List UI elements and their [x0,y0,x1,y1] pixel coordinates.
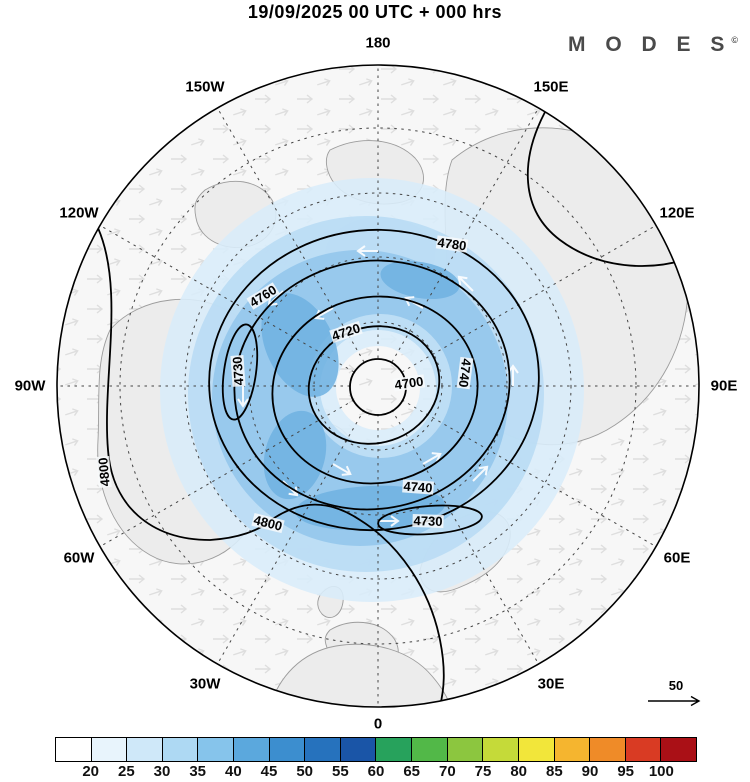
contour-4730-south [377,504,483,536]
colorbar-tick-75: 75 [474,763,492,780]
contour-label-4740-8: 4740 [402,478,434,496]
colorbar-tick-85: 85 [545,763,563,780]
longitude-label-60E: 60E [663,549,691,567]
longitude-label-30W: 30W [189,675,221,693]
longitude-label-150E: 150E [533,78,569,96]
contour-label-4740-4: 4740 [455,356,475,390]
contour-4780 [208,228,540,532]
contour-label-4780-0: 4780 [435,234,469,254]
colorbar-tick-40: 40 [224,763,242,780]
longitude-label-0: 0 [373,715,383,733]
colorbar-tick-60: 60 [367,763,385,780]
modes-logo-text: M O D E S [568,33,732,56]
contour-4730-west [221,323,259,421]
wind-reference-arrow-icon [648,695,701,707]
colorbar-cell-16 [625,738,662,761]
longitude-label-60W: 60W [63,549,95,567]
chart-title: 19/09/2025 00 UTC + 000 hrs [247,2,503,22]
longitude-label-30E: 30E [537,675,565,693]
wind-reference-value: 50 [668,678,684,693]
colorbar-tick-70: 70 [438,763,456,780]
colorbar-tick-45: 45 [260,763,278,780]
colorbar-tick-55: 55 [331,763,349,780]
colorbar-cell-0 [56,738,92,761]
colorbar-tick-20: 20 [82,763,99,780]
colorbar-tick-30: 30 [153,763,171,780]
colorbar-cell-3 [162,738,199,761]
colorbar-tick-50: 50 [296,763,313,780]
colorbar-cell-8 [340,738,377,761]
wind-speed-shading [160,178,584,602]
colorbar-tick-90: 90 [581,763,599,780]
colorbar-tick-25: 25 [117,763,135,780]
contour-label-4730-5: 4730 [229,355,247,387]
graticule [58,66,698,706]
contour-4760 [233,259,511,511]
colorbar-cell-6 [269,738,306,761]
colorbar-cell-12 [483,738,519,761]
colorbar-tick-100: 100 [648,763,674,780]
colorbar-tick-35: 35 [189,763,206,780]
colorbar-cell-11 [447,738,484,761]
colorbar-ticks: 20 25 30 35 40 45 50 55 60 65 70 75 80 85 90 95 100 [55,763,697,781]
colorbar-cell-10 [412,738,448,761]
contour-label-4800-6: 4800 [95,456,113,488]
colorbar-cell-4 [198,738,235,761]
colorbar-cell-7 [305,738,341,761]
longitude-label-90W: 90W [14,377,46,395]
longitude-label-180: 180 [365,34,391,52]
coast-africa [267,643,453,707]
colorbar-cell-15 [590,738,626,761]
colorbar-cell-9 [376,738,413,761]
colorbar-cell-17 [661,738,696,761]
colorbar-tick-80: 80 [510,763,527,780]
contour-label-4730-9: 4730 [412,512,444,530]
colorbar-tick-95: 95 [617,763,634,780]
colorbar-cell-13 [518,738,555,761]
colorbar-tick-65: 65 [403,763,420,780]
longitude-label-150W: 150W [185,78,225,96]
modes-logo: M O D E S© [568,33,738,57]
contour-4800-northeast [526,111,685,267]
longitude-label-120E: 120E [659,204,695,222]
wind-reference: 50 [645,678,707,712]
colorbar-cell-14 [554,738,591,761]
colorbar-cell-1 [91,738,128,761]
contour-4740 [271,295,479,485]
map-outline [56,64,700,708]
colorbar-cell-2 [127,738,163,761]
colorbar [55,737,697,762]
longitude-label-90E: 90E [710,377,738,395]
copyright-mark: © [731,35,738,45]
longitude-label-120W: 120W [59,204,99,222]
colorbar-cell-5 [234,738,270,761]
